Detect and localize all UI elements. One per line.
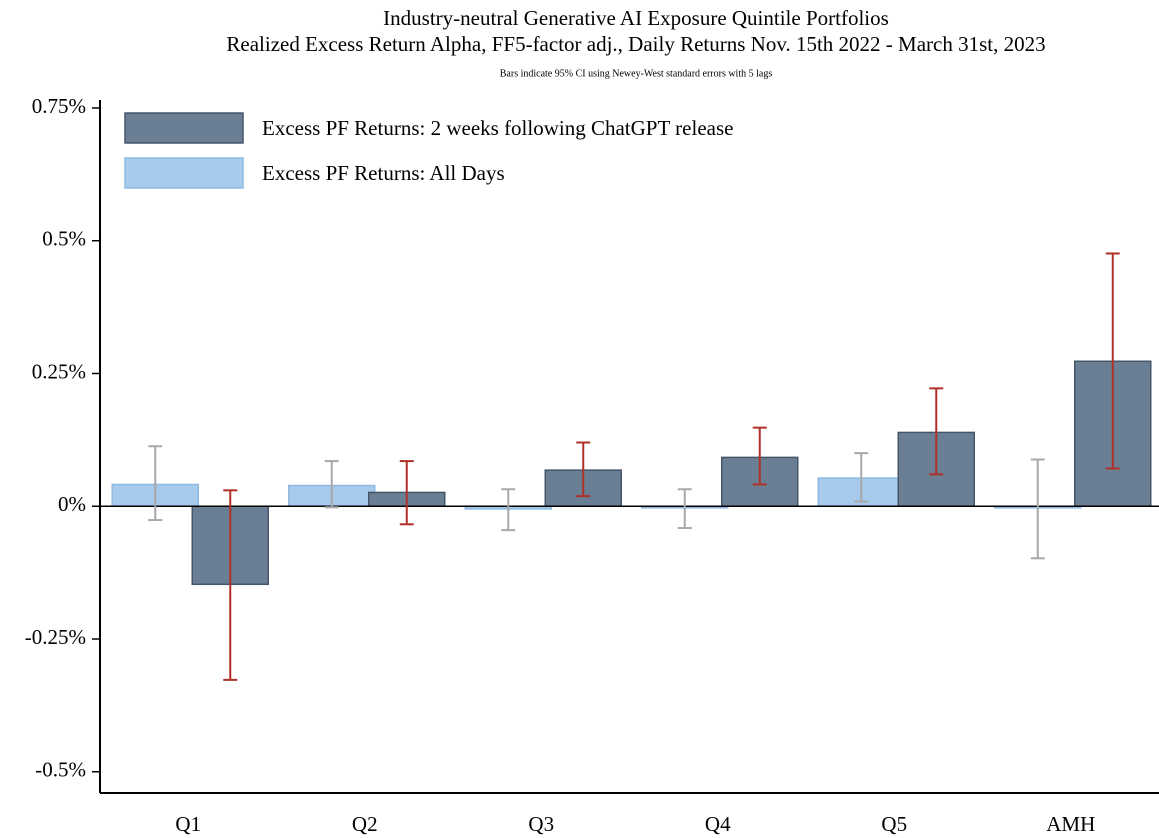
x-tick-label: Q1 bbox=[175, 812, 201, 836]
x-tick-label: Q2 bbox=[352, 812, 378, 836]
y-tick-label: 0.5% bbox=[42, 227, 86, 251]
x-tick-label: Q4 bbox=[705, 812, 731, 836]
y-tick-label: 0.25% bbox=[32, 359, 86, 383]
y-tick-label: 0% bbox=[58, 492, 86, 516]
chart-note: Bars indicate 95% CI using Newey-West st… bbox=[500, 68, 773, 79]
x-tick-label: Q5 bbox=[881, 812, 907, 836]
legend-label: Excess PF Returns: 2 weeks following Cha… bbox=[262, 116, 733, 140]
chart-subtitle: Realized Excess Return Alpha, FF5-factor… bbox=[226, 32, 1045, 56]
y-tick-label: 0.75% bbox=[32, 94, 86, 118]
y-tick-label: -0.5% bbox=[35, 758, 86, 782]
legend-swatch bbox=[124, 112, 244, 144]
chart-title: Industry-neutral Generative AI Exposure … bbox=[383, 6, 889, 30]
x-tick-label: Q3 bbox=[528, 812, 554, 836]
legend-swatch bbox=[124, 157, 244, 189]
legend-label: Excess PF Returns: All Days bbox=[262, 161, 505, 185]
x-tick-label: AMH bbox=[1046, 812, 1095, 836]
y-tick-label: -0.25% bbox=[25, 625, 86, 649]
